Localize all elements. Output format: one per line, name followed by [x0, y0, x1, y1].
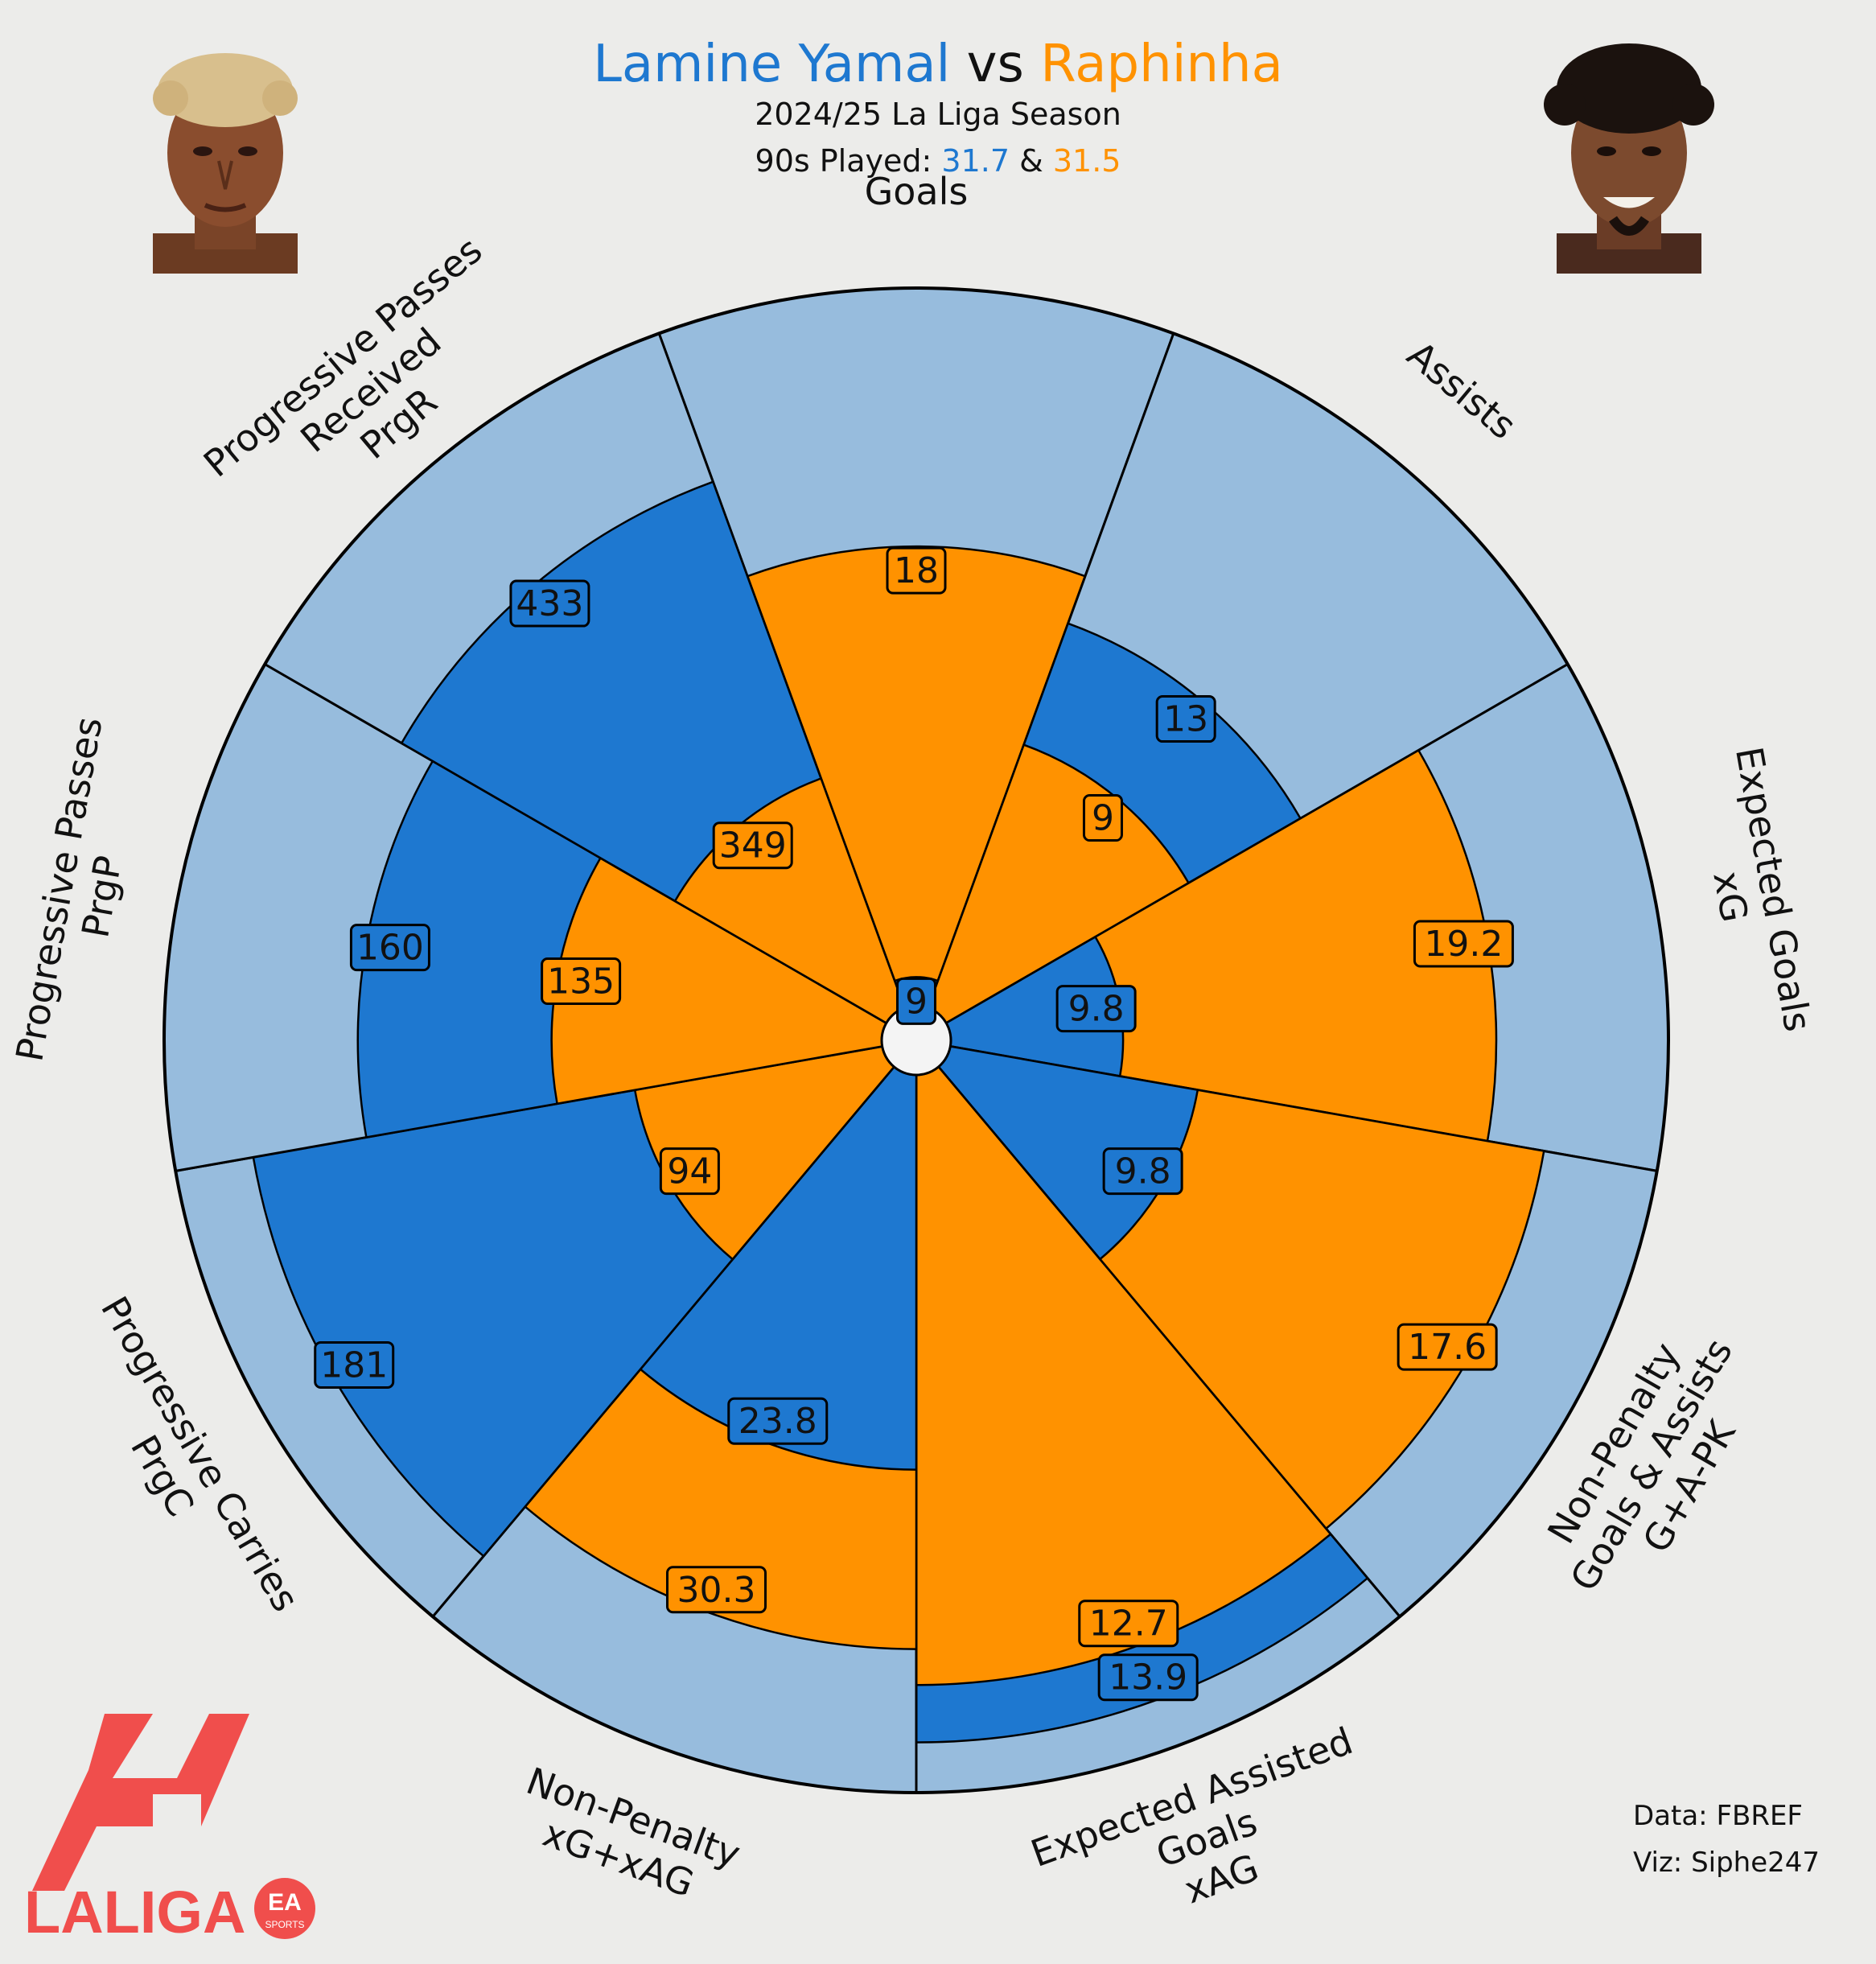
laliga-logo-icon: LALIGA EA SPORTS	[24, 1714, 315, 1945]
value-label-player1: 9.8	[1102, 1147, 1183, 1196]
player-portrait-raphinha-icon	[1544, 43, 1714, 274]
laliga-logo-text: LALIGA	[24, 1879, 245, 1945]
value-label-player2: 9	[1082, 794, 1123, 842]
value-badge	[509, 579, 590, 628]
value-text: 9.8	[1115, 1151, 1171, 1192]
value-label-player1: 433	[509, 579, 590, 628]
outer-ring	[163, 286, 1670, 1794]
value-text: 23.8	[738, 1401, 817, 1442]
played-subtitle: 90s Played: 31.7 & 31.5	[0, 142, 1876, 180]
value-badge	[541, 957, 622, 1005]
category-label: Goals	[865, 170, 969, 213]
category-label: Assists	[1399, 332, 1524, 447]
value-label-player2: 17.6	[1397, 1323, 1498, 1371]
value-badge	[1055, 985, 1137, 1033]
value-badge	[727, 1397, 829, 1445]
value-text: 9	[1092, 798, 1114, 839]
value-text: 433	[516, 583, 583, 624]
value-badge	[665, 1566, 767, 1614]
value-text: 17.6	[1408, 1327, 1487, 1368]
data-source: Data: FBREF	[1633, 1800, 1803, 1832]
value-text: 9	[905, 981, 928, 1022]
credits: Data: FBREF Viz: Siphe247	[1633, 1793, 1820, 1886]
value-badge	[1102, 1147, 1183, 1196]
value-text: 13.9	[1109, 1657, 1187, 1698]
value-label-player2: 30.3	[665, 1566, 767, 1614]
value-text: 30.3	[677, 1570, 756, 1611]
value-badge	[1155, 695, 1216, 743]
value-text: 13	[1163, 699, 1208, 740]
category-label-line: xG	[1705, 868, 1756, 925]
value-label-player1: 160	[349, 924, 430, 972]
value-text: 9.8	[1068, 989, 1125, 1030]
value-badge	[1413, 920, 1514, 968]
value-badge	[1078, 1600, 1179, 1648]
value-text: 12.7	[1089, 1604, 1168, 1645]
category-label-line: Assists	[1399, 332, 1524, 447]
viz-author: Viz: Siphe247	[1633, 1847, 1820, 1879]
played-player2: 31.5	[1052, 143, 1121, 179]
value-label-player2: 349	[712, 821, 793, 870]
player-portrait-lamine-yamal-icon	[153, 53, 298, 274]
played-amp: &	[1019, 143, 1043, 179]
value-label-player2: 12.7	[1078, 1600, 1179, 1648]
value-badge	[349, 924, 430, 972]
value-badge	[886, 546, 947, 595]
value-text: 19.2	[1424, 924, 1503, 965]
value-badge	[659, 1147, 720, 1196]
chart-wedges	[163, 286, 1670, 1794]
value-text: 349	[719, 826, 787, 867]
value-text: 181	[320, 1344, 388, 1386]
value-label-player2: 19.2	[1413, 920, 1514, 968]
value-label-player1: 23.8	[727, 1397, 829, 1445]
chart-value-labels: 9 18 13 9 9.8 19.2 9.8 17.6 13.9 12.7 23.8 30.3 181 9…	[314, 546, 1514, 1702]
value-label-player1: 13.9	[1097, 1653, 1199, 1702]
value-label-player1: 9.8	[1055, 985, 1137, 1033]
value-badge	[896, 977, 936, 1025]
value-text: 135	[547, 961, 615, 1002]
ea-badge-top: EA	[268, 1889, 302, 1916]
played-player1: 31.7	[941, 143, 1010, 179]
value-text: 18	[894, 550, 939, 591]
value-label-player1: 181	[314, 1340, 395, 1389]
vs-text: vs	[966, 35, 1024, 94]
value-label-player2: 135	[541, 957, 622, 1005]
value-label-player2: 18	[886, 546, 947, 595]
value-label-player1: 9	[896, 977, 936, 1025]
value-badge	[1082, 794, 1123, 842]
played-label: 90s Played:	[755, 143, 932, 179]
value-badge	[1097, 1653, 1199, 1702]
value-badge	[314, 1340, 395, 1389]
ea-badge-bottom: SPORTS	[265, 1919, 304, 1930]
value-text: 160	[356, 928, 424, 969]
player1-name: Lamine Yamal	[593, 35, 951, 94]
value-label-player1: 13	[1155, 695, 1216, 743]
season-subtitle: 2024/25 La Liga Season	[755, 97, 1121, 132]
value-label-player2: 94	[659, 1147, 720, 1196]
value-badge	[1397, 1323, 1498, 1371]
category-label-line: Goals	[865, 170, 969, 213]
player2-name: Raphinha	[1040, 35, 1283, 94]
chart-title: Lamine Yamal vs Raphinha	[0, 32, 1876, 97]
value-badge	[712, 821, 793, 870]
value-text: 94	[667, 1151, 712, 1192]
